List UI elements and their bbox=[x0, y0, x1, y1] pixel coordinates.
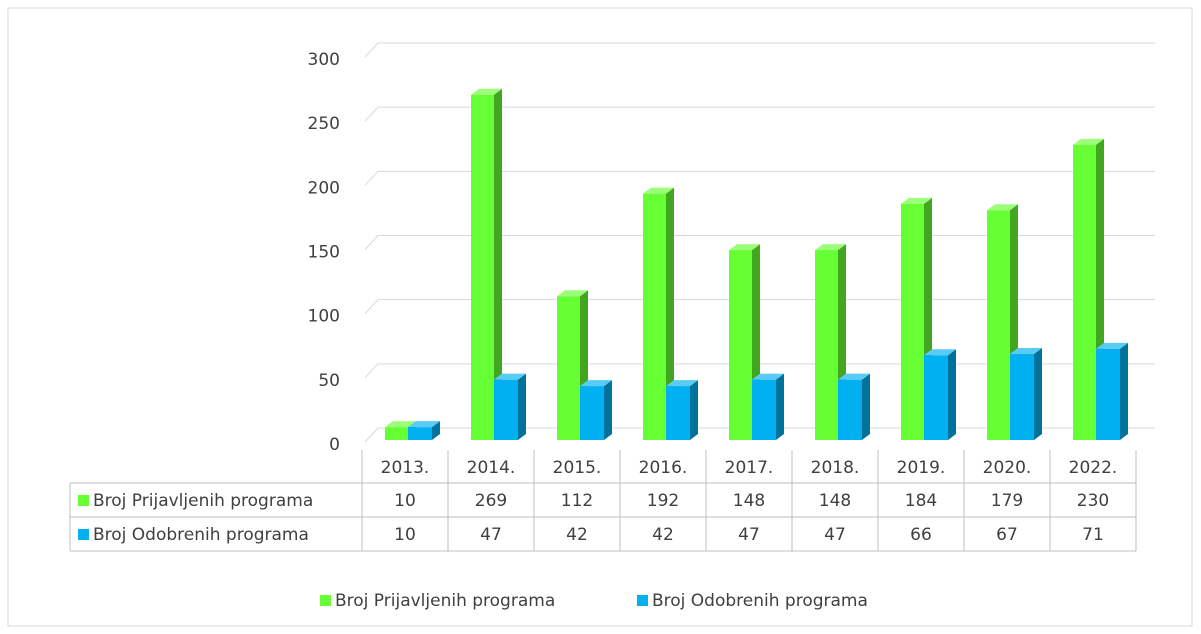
x-tick-label: 2017. bbox=[725, 458, 774, 478]
x-tick-label: 2016. bbox=[639, 458, 688, 478]
bar-top bbox=[557, 290, 588, 297]
table-value: 192 bbox=[647, 491, 679, 511]
bar-top bbox=[987, 204, 1018, 211]
bar-side bbox=[690, 380, 698, 440]
bar bbox=[643, 193, 666, 440]
grid-line bbox=[364, 235, 1155, 250]
bar-top bbox=[580, 380, 612, 387]
table-value: 230 bbox=[1077, 491, 1109, 511]
bar-side bbox=[432, 421, 440, 440]
y-tick-label: 250 bbox=[308, 114, 340, 134]
bar bbox=[838, 379, 862, 440]
bar-top bbox=[494, 373, 526, 380]
grid-line bbox=[364, 299, 1155, 315]
table-value: 42 bbox=[566, 525, 588, 545]
table-row-label: Broj Prijavljenih programa bbox=[93, 491, 313, 511]
bar-top bbox=[1096, 342, 1128, 349]
bar-side bbox=[776, 373, 784, 440]
legend-key bbox=[637, 595, 648, 606]
bar-side bbox=[1120, 342, 1128, 440]
x-tick-label: 2020. bbox=[983, 458, 1032, 478]
bar-top bbox=[924, 349, 956, 356]
bar bbox=[987, 210, 1010, 440]
x-tick-label: 2022. bbox=[1069, 458, 1118, 478]
bar-top bbox=[752, 373, 784, 380]
bar-side bbox=[604, 380, 612, 440]
bar bbox=[924, 355, 948, 440]
bar-top bbox=[471, 88, 502, 95]
table-row-label: Broj Odobrenih programa bbox=[93, 525, 309, 545]
table-value: 71 bbox=[1082, 525, 1104, 545]
bar-side bbox=[494, 88, 502, 441]
table-value: 47 bbox=[824, 525, 846, 545]
x-tick-label: 2019. bbox=[897, 458, 946, 478]
table-value: 148 bbox=[819, 491, 851, 511]
x-tick-label: 2013. bbox=[381, 458, 430, 478]
bar-side bbox=[948, 349, 956, 440]
y-tick-label: 50 bbox=[318, 371, 340, 391]
y-tick-label: 200 bbox=[308, 178, 340, 198]
bar-top bbox=[838, 373, 870, 380]
bar bbox=[1073, 144, 1096, 441]
x-tick-label: 2014. bbox=[467, 458, 516, 478]
bar bbox=[494, 379, 518, 440]
bar bbox=[557, 296, 580, 440]
bar-side bbox=[666, 187, 674, 440]
y-tick-label: 0 bbox=[329, 435, 340, 455]
bar bbox=[385, 427, 408, 440]
bar-side bbox=[1034, 348, 1042, 440]
bar-side bbox=[518, 373, 526, 440]
table-value: 47 bbox=[480, 525, 502, 545]
table-value: 148 bbox=[733, 491, 765, 511]
table-value: 10 bbox=[394, 525, 416, 545]
bar bbox=[666, 386, 690, 440]
x-tick-label: 2018. bbox=[811, 458, 860, 478]
grid-line bbox=[364, 42, 1155, 58]
bar bbox=[580, 386, 604, 440]
bar-top bbox=[1073, 138, 1104, 145]
grid-line bbox=[364, 106, 1155, 122]
bar-side bbox=[862, 373, 870, 440]
table-value: 269 bbox=[475, 491, 507, 511]
table-legend-key bbox=[78, 495, 89, 506]
bar-top bbox=[815, 244, 846, 251]
table-value: 66 bbox=[910, 525, 932, 545]
y-tick-label: 150 bbox=[308, 243, 340, 263]
legend-label: Broj Prijavljenih programa bbox=[335, 591, 555, 611]
bar-top bbox=[643, 187, 674, 194]
grid-line bbox=[364, 170, 1155, 186]
bar-top bbox=[901, 197, 932, 204]
x-tick-label: 2015. bbox=[553, 458, 602, 478]
grid-line bbox=[364, 363, 1155, 379]
bar-top bbox=[729, 244, 760, 251]
legend-label: Broj Odobrenih programa bbox=[652, 591, 868, 611]
legend-key bbox=[320, 595, 331, 606]
table-value: 179 bbox=[991, 491, 1023, 511]
table-value: 112 bbox=[561, 491, 593, 511]
bar-top bbox=[666, 380, 698, 387]
bar bbox=[752, 379, 776, 440]
table-legend-key bbox=[78, 529, 89, 540]
table-value: 47 bbox=[738, 525, 760, 545]
bar-top bbox=[385, 421, 416, 428]
bar bbox=[901, 203, 924, 440]
table-value: 42 bbox=[652, 525, 674, 545]
bar bbox=[1010, 354, 1034, 440]
grid-line bbox=[364, 427, 1155, 443]
bar bbox=[815, 250, 838, 440]
bar-top bbox=[1010, 348, 1042, 355]
y-tick-label: 100 bbox=[308, 307, 340, 327]
bar bbox=[408, 427, 432, 440]
table-value: 67 bbox=[996, 525, 1018, 545]
bar bbox=[471, 94, 494, 441]
y-tick-label: 300 bbox=[308, 50, 340, 70]
bar-top bbox=[408, 421, 440, 428]
table-value: 10 bbox=[394, 491, 416, 511]
bar bbox=[729, 250, 752, 440]
table-value: 184 bbox=[905, 491, 937, 511]
bar bbox=[1096, 348, 1120, 440]
